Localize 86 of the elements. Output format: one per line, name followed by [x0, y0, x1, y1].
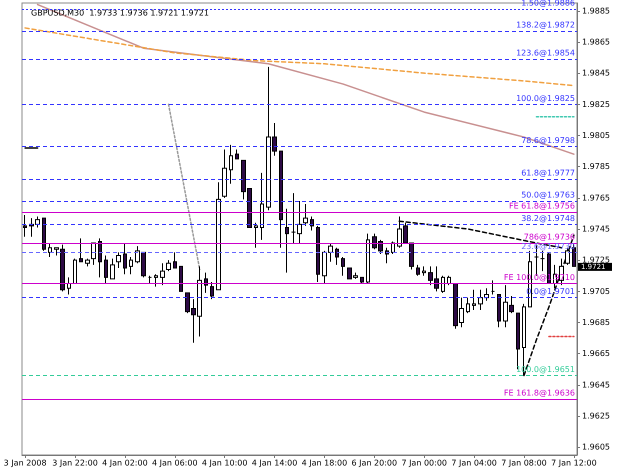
candlestick [104, 254, 108, 284]
candlestick [210, 281, 214, 300]
candlestick [472, 289, 476, 311]
ref-line-label: 123.6@1.9854 [516, 48, 575, 58]
ref-line-label: FE 61.8@1.9756 [508, 201, 575, 210]
ref-line-label: 38.2@1.9748 [521, 214, 575, 223]
x-tick-label: 3 Jan 2008 [4, 458, 47, 468]
candlestick [484, 288, 489, 302]
y-tick-label: 1.9665 [582, 349, 610, 358]
candlestick [478, 289, 483, 311]
candlestick [422, 266, 426, 276]
candlestick [328, 242, 333, 262]
x-tick-label: 7 Jan 04:00 [451, 458, 497, 468]
candlestick [303, 204, 308, 226]
y-tick-label: 1.9685 [582, 318, 610, 328]
ref-line-label: 61.8@1.9777 [521, 168, 575, 178]
candlestick [160, 262, 165, 286]
y-tick-label: 1.9705 [582, 286, 610, 296]
candlestick [540, 250, 545, 272]
y-tick-label: 1.9745 [582, 224, 610, 234]
candlestick [204, 272, 208, 294]
candlestick [260, 172, 264, 240]
x-tick-label: 7 Jan 08:00 [501, 458, 547, 468]
candlestick [285, 208, 289, 274]
candlestick [222, 149, 227, 198]
ref-line-label: 786@1.9736 [524, 232, 575, 242]
candlestick [310, 216, 314, 232]
y-tick-label: 1.9725 [582, 256, 610, 265]
candlestick [416, 264, 420, 276]
candlestick [366, 233, 370, 284]
candlestick [166, 260, 171, 272]
candlestick [235, 149, 239, 160]
y-tick-label: 1.9805 [582, 130, 610, 140]
ref-line-label: 100.0@1.9825 [516, 94, 575, 103]
x-tick-label: 3 Jan 22:00 [52, 458, 98, 468]
candlestick [67, 276, 71, 295]
y-tick-label: 1.9865 [582, 37, 610, 46]
candlestick [322, 250, 327, 284]
line-series [24, 27, 575, 86]
candlestick [216, 182, 221, 290]
candlestick [23, 214, 27, 238]
y-tick-label: 1.9825 [582, 100, 610, 109]
y-tick-label: 1.9625 [582, 412, 610, 421]
candlestick [441, 275, 445, 294]
candlestick [173, 252, 177, 268]
candlestick [110, 258, 115, 280]
ref-line-label: 50.0@1.9763 [521, 190, 575, 200]
candlestick [85, 258, 90, 267]
candlestick [254, 222, 258, 248]
x-tick-label: 6 Jan 20:00 [352, 458, 398, 468]
y-tick-label: 1.9765 [582, 193, 610, 202]
candlestick [497, 294, 501, 328]
x-tick-label: 4 Jan 18:00 [302, 458, 348, 468]
x-tick-label: 4 Jan 06:00 [152, 458, 198, 468]
x-tick-label: 4 Jan 02:00 [102, 458, 148, 468]
candlestick [154, 274, 158, 288]
ref-line-label: 78.6@1.9798 [521, 136, 575, 145]
candlestick [279, 150, 283, 248]
candlestick [316, 225, 320, 282]
ref-line-label: 138.2@1.9872 [516, 20, 575, 30]
y-tick-label: 1.9645 [582, 380, 610, 390]
candlestick [123, 242, 127, 275]
candlestick [148, 275, 152, 284]
candlestick [360, 276, 364, 284]
candlestick [73, 258, 77, 284]
candlestick [129, 256, 133, 275]
candlestick [48, 242, 52, 258]
y-tick-label: 1.9785 [582, 162, 610, 172]
x-tick-label: 7 Jan 00:00 [401, 458, 447, 468]
ref-line-label: FE 161.8@1.9636 [504, 388, 575, 398]
candlestick [491, 280, 495, 295]
candlestick [98, 238, 102, 278]
candlestick [466, 297, 470, 314]
candlestick [79, 238, 83, 262]
y-tick-label: 1.9845 [582, 68, 610, 78]
y-tick-label: 1.9885 [582, 6, 610, 16]
x-tick-label: 7 Jan 12:00 [551, 458, 597, 468]
candlestick [335, 247, 339, 266]
candlestick [341, 256, 345, 276]
x-tick-label: 4 Jan 14:00 [252, 458, 298, 468]
candlestick [42, 218, 46, 252]
candlestick [229, 144, 233, 184]
x-tick-label: 4 Jan 10:00 [202, 458, 248, 468]
y-tick-label: 1.9605 [582, 442, 610, 452]
candlestick [116, 252, 121, 268]
candlestick [179, 266, 183, 292]
